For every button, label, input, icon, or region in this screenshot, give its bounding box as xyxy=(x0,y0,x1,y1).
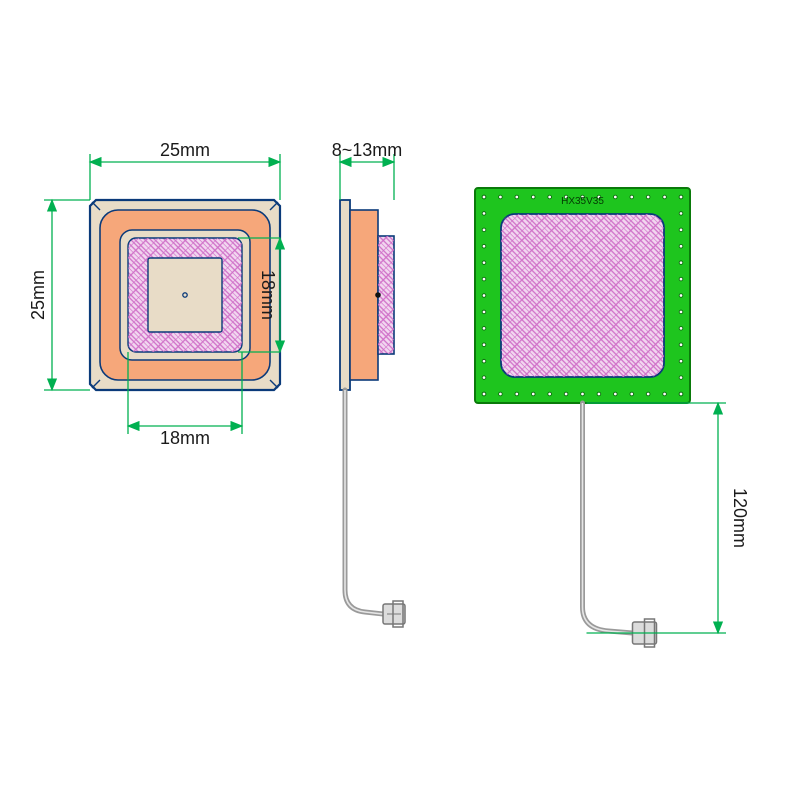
svg-text:18mm: 18mm xyxy=(258,270,278,320)
pcb-view xyxy=(475,188,690,403)
dim-label: 25mm xyxy=(28,270,48,320)
part-number-label: HX35V35 xyxy=(561,196,604,207)
dim-label: 25mm xyxy=(160,140,210,160)
side-view xyxy=(340,200,394,390)
dim-label: 8~13mm xyxy=(332,140,403,160)
front-view xyxy=(90,200,280,390)
side-wire xyxy=(345,390,383,614)
ufl-connector xyxy=(383,601,405,627)
pcb-wire xyxy=(583,403,633,633)
dim-label: 18mm xyxy=(160,428,210,448)
dim-label: 120mm xyxy=(730,488,750,548)
